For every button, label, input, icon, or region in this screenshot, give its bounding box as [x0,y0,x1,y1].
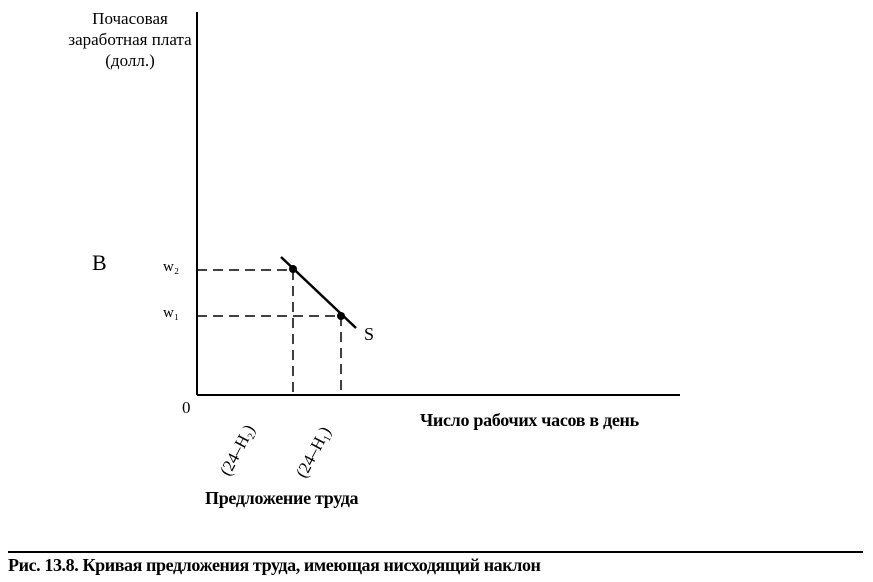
point-w2 [289,265,297,273]
caption-rule [8,551,863,553]
point-w1 [337,312,345,320]
figure-caption: Рис. 13.8. Кривая предложения труда, име… [8,555,541,575]
origin-label: 0 [182,398,191,417]
w2-tick-label: w₂ [163,259,180,275]
w1-tick-label: w₁ [163,305,180,321]
supply-curve-label: S [364,324,375,344]
x-axis-label: Число рабочих часов в день [420,410,639,430]
panel-letter: B [92,250,107,275]
figure-subtitle: Предложение труда [205,488,359,508]
y-axis-label: Почасовая заработная плата (долл.) [68,9,192,70]
